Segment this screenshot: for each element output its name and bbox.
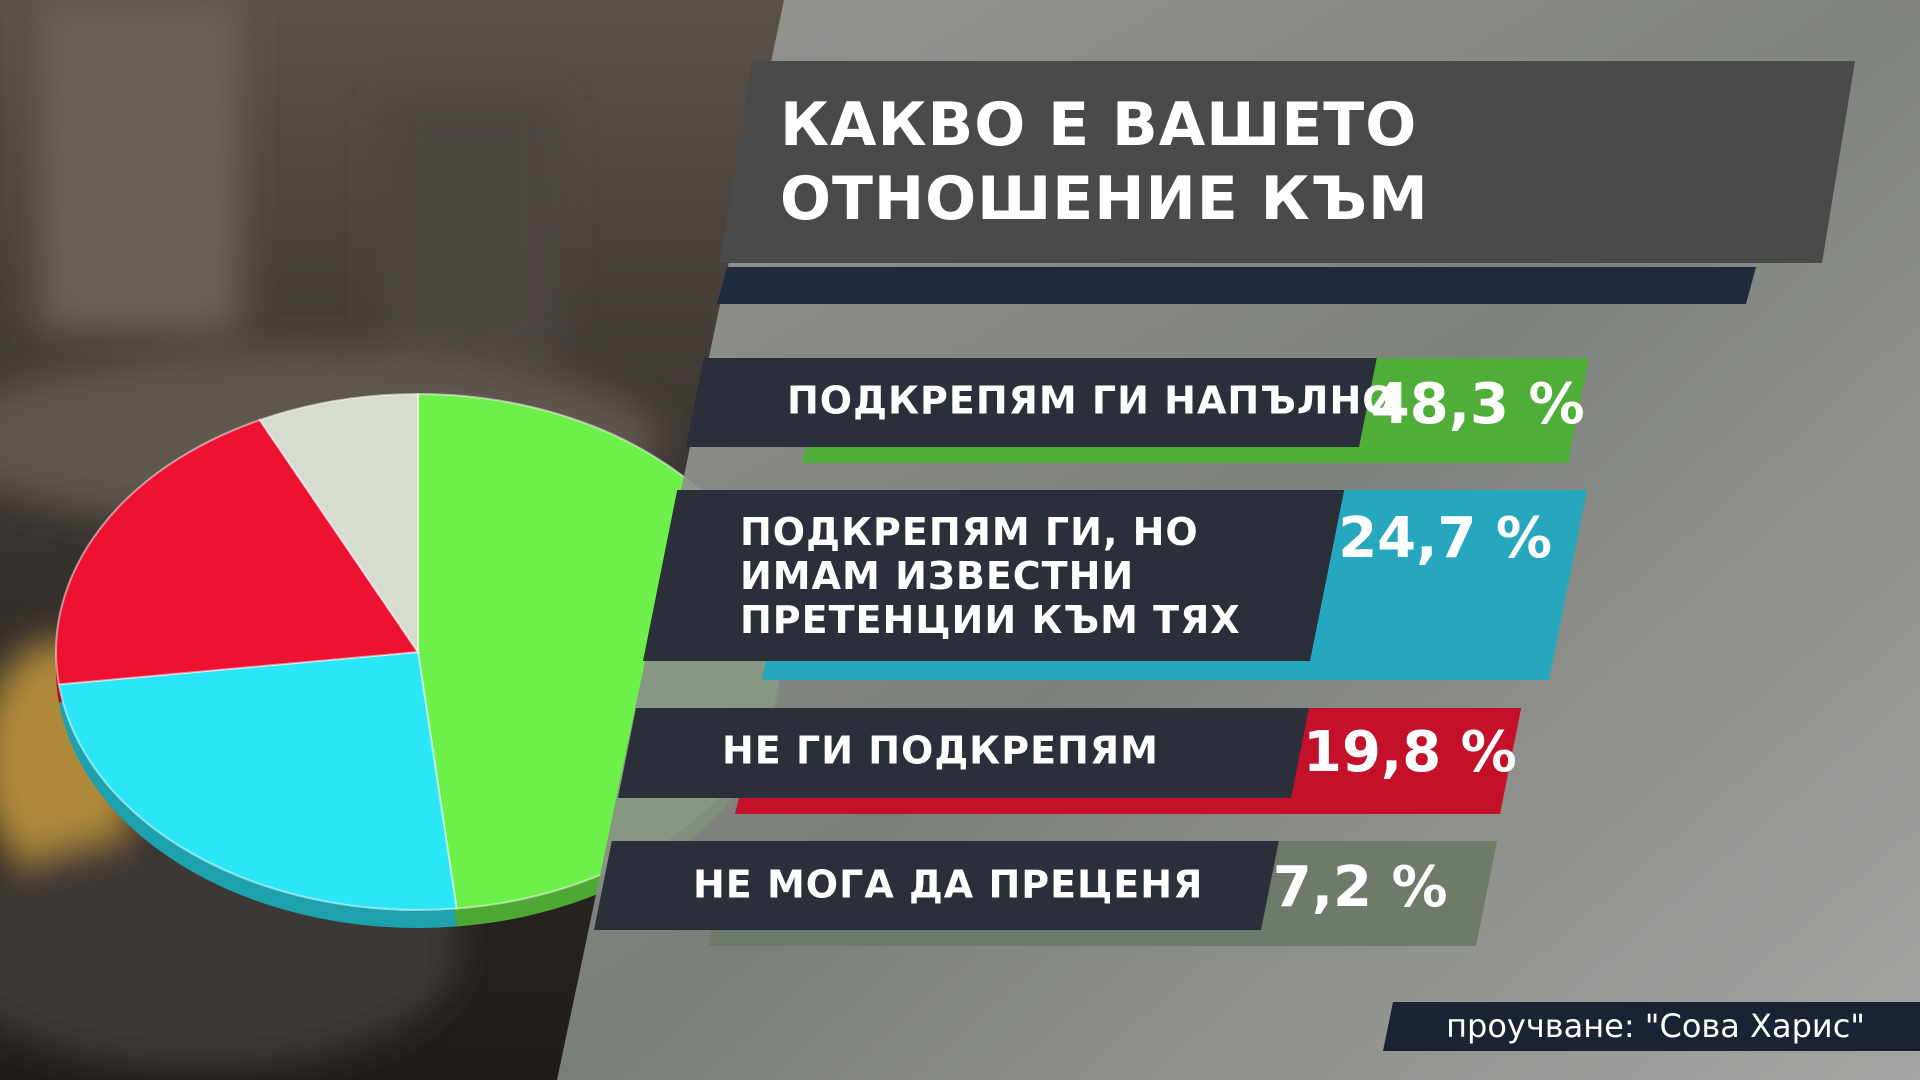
category-label: НЕ ГИ ПОДКРЕПЯМ	[722, 729, 1159, 773]
title-box	[720, 61, 1855, 263]
rows: 48,3 %ПОДКРЕПЯМ ГИ НАПЪЛНО 24,7 % ПОДКРЕПЯ…	[594, 358, 1589, 946]
label-box	[686, 358, 1377, 447]
pie-slice	[55, 418, 420, 686]
value-label: 24,7 %	[1338, 506, 1552, 571]
pie-slice	[258, 392, 419, 656]
chart-title: КАКВО Е ВАШЕТО ОТНОШЕНИЕ КЪМ ПРОТЕСТИТЕ …	[780, 90, 1727, 248]
pie-slice	[57, 650, 458, 911]
category-label-container: ПОДКРЕПЯМ ГИ, НО ИМАМ ИЗВЕСТНИ ПРЕТЕНЦИИ…	[740, 510, 1241, 642]
value-label: 19,8 %	[1303, 720, 1517, 785]
label-box	[594, 841, 1279, 930]
source-box	[1383, 1002, 1920, 1051]
source: проучване: "Сова Харис"	[1446, 1007, 1865, 1045]
value-box	[735, 708, 1522, 814]
label-box	[643, 490, 1345, 661]
value-label: 48,3 %	[1371, 372, 1585, 437]
title-container: КАКВО Е ВАШЕТО ОТНОШЕНИЕ КЪМ ПРОТЕСТИТЕ …	[780, 90, 1727, 248]
category-label: ПОДКРЕПЯМ ГИ НАПЪЛНО	[787, 379, 1396, 423]
value-box	[762, 490, 1587, 680]
value-box	[708, 841, 1497, 946]
value-box	[802, 358, 1589, 463]
title-underline	[717, 267, 1756, 304]
value-label: 7,2 %	[1273, 855, 1448, 920]
label-box	[618, 708, 1309, 798]
category-label: НЕ МОГА ДА ПРЕЦЕНЯ	[693, 863, 1203, 907]
category-label: ПОДКРЕПЯМ ГИ, НО ИМАМ ИЗВЕСТНИ ПРЕТЕНЦИИ…	[740, 510, 1241, 642]
